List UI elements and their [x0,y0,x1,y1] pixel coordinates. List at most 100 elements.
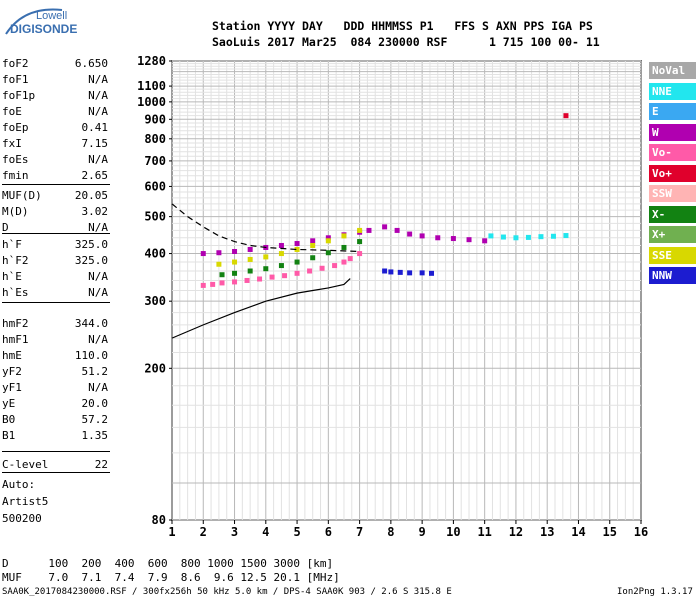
legend-entry-nne: NNE [649,82,696,100]
file-info: SAA0K_2017084230000.RSF / 300fx256h 50 k… [2,587,452,597]
point-w [200,251,206,257]
point-vo- [200,282,206,288]
param-h-f2: h`F2 325.0 [2,254,108,270]
version-label: 500200 [2,512,42,525]
param-value: 57.2 [81,413,109,426]
point-x- [325,250,331,256]
point-nne [513,235,519,241]
point-w [435,235,441,241]
point-nnw [429,270,435,276]
param-value: 1.35 [81,429,109,442]
y-tick-label: 300 [144,294,166,308]
param-value: 51.2 [81,365,109,378]
point-sse [294,246,300,252]
param-fmin: fmin 2.65 [2,169,108,185]
point-nne [488,233,494,239]
legend-entry-e: E [649,103,696,120]
point-sse [325,238,331,244]
param-value: 2.65 [81,169,109,182]
param-c-level: C-level 22 [2,458,108,474]
point-sse [278,251,284,257]
point-nne [550,233,556,239]
point-w [482,238,488,244]
x-tick-label: 12 [509,525,523,539]
y-tick-label: 200 [144,361,166,375]
artist-label: Artist5 [2,495,49,508]
param-label: fmin [2,169,29,182]
point-nnw [407,270,413,276]
param-value: N/A [88,270,108,283]
x-tick-label: 3 [231,525,238,539]
point-w [407,231,413,237]
param-b1: B1 1.35 [2,429,108,445]
param-label: yF1 [2,381,22,394]
legend-entry-vo-: Vo+ [649,164,696,182]
muf-row: MUF 7.0 7.1 7.4 7.9 8.6 9.6 12.5 20.1 [M… [2,571,340,584]
x-tick-label: 11 [477,525,491,539]
param-value: N/A [88,153,108,166]
point-nne [538,234,544,240]
param-label: foEp [2,121,29,134]
point-sse [341,233,347,239]
point-sse [263,254,269,260]
param-label: foF1p [2,89,36,102]
legend-entry-w: W [649,123,696,141]
header-line-1: Station YYYY DAY DDD HHMMSS P1 FFS S AXN… [212,19,593,33]
param-h-e: h`E N/A [2,270,108,286]
param-label: h`Es [2,286,29,299]
dashed-reference-line [171,203,360,253]
point-vo- [269,274,275,280]
param-h-es: h`Es N/A [2,286,108,302]
point-x- [263,266,269,272]
point-w [247,246,253,252]
legend-entry-x-: X+ [649,226,696,243]
point-x- [357,239,363,245]
point-vo- [332,263,338,269]
param-label: hmF1 [2,333,29,346]
param-label: foF1 [2,73,29,86]
point-x- [310,255,316,261]
param-value: 0.41 [81,121,109,134]
param-ye: yE 20.0 [2,397,108,413]
param-label: M(D) [2,205,29,218]
software-version: Ion2Png 1.3.17 [617,587,693,597]
header-line-2: SaoLuis 2017 Mar25 084 230000 RSF 1 715 … [212,35,600,49]
x-tick-label: 15 [603,525,617,539]
param-label: h`F [2,238,22,251]
x-tick-label: 6 [325,525,332,539]
param-label: foEs [2,153,29,166]
legend-entry-vo-: Vo- [649,144,696,161]
divider [2,472,110,473]
param-label: D [2,221,9,234]
point-sse [247,256,253,262]
logo-top-text: Lowell [36,10,68,22]
param-label: yE [2,397,16,410]
param-value: N/A [88,333,108,346]
param-value: 344.0 [74,317,108,330]
param-label: hmE [2,349,22,362]
point-nne [525,234,531,240]
param-value: 20.05 [74,189,108,202]
param-value: N/A [88,89,108,102]
param-h-f: h`F 325.0 [2,238,108,254]
logo-swoosh-icon [5,8,63,35]
point-x- [232,270,238,276]
point-x- [294,259,300,265]
x-tick-label: 8 [387,525,394,539]
point-x- [219,272,225,278]
y-tick-label: 400 [144,247,166,261]
x-tick-label: 10 [446,525,460,539]
param-value: 3.02 [81,205,109,218]
param-foe: foE N/A [2,105,108,121]
point-x- [278,263,284,269]
y-tick-label: 900 [144,112,166,126]
y-tick-label: 1100 [137,79,166,93]
point-w [216,250,222,256]
legend-entry-x-: X- [649,205,696,223]
param-label: MUF(D) [2,189,42,202]
param-value: N/A [88,221,108,234]
x-tick-label: 14 [571,525,585,539]
param-fxi: fxI 7.15 [2,137,108,153]
point-sse [357,227,363,233]
